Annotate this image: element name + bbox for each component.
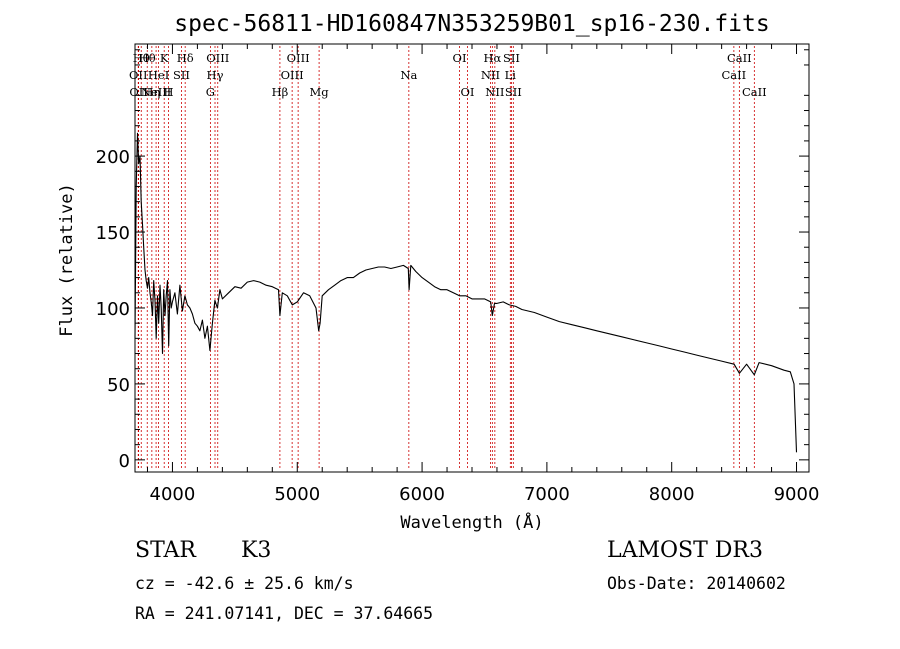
- chart-title: spec-56811-HD160847N353259B01_sp16-230.f…: [174, 11, 769, 37]
- x-tick-label-0: 4000: [150, 484, 196, 505]
- sky-coordinates: RA = 241.07141, DEC = 37.64665: [135, 604, 434, 623]
- line-label-3: Hθ: [139, 51, 156, 65]
- line-label-24: Li: [505, 68, 517, 82]
- line-label-15: OIII: [281, 68, 304, 82]
- line-label-28: CaII: [727, 51, 752, 65]
- x-axis-label: Wavelength (Å): [400, 511, 543, 533]
- line-label-2: Hθ: [133, 51, 150, 65]
- line-label-12: Hγ: [207, 68, 224, 82]
- spectrum-line: [134, 132, 798, 453]
- object-class: STAR: [135, 538, 196, 563]
- line-label-1: OII: [129, 85, 148, 99]
- x-tick-label-1: 5000: [274, 484, 320, 505]
- line-label-14: Hβ: [272, 85, 289, 99]
- line-label-21: NII: [481, 68, 500, 82]
- line-label-6: HeI: [148, 68, 169, 82]
- line-label-10: Hδ: [177, 51, 194, 65]
- line-label-5: NeIII: [141, 85, 172, 99]
- observation-date: Obs-Date: 20140602: [607, 574, 786, 593]
- y-tick-label-1: 50: [107, 375, 130, 396]
- y-axis: 050100150200250: [96, 49, 809, 472]
- line-label-8: H: [164, 85, 174, 99]
- plot-frame: [134, 43, 810, 473]
- x-tick-label-2: 6000: [399, 484, 445, 505]
- line-label-22: Hα: [483, 51, 501, 65]
- line-label-7: K: [160, 51, 169, 65]
- line-label-9: SII: [173, 68, 190, 82]
- x-tick-label-3: 7000: [524, 484, 570, 505]
- x-tick-label-4: 8000: [649, 484, 695, 505]
- y-tick-label-3: 150: [96, 223, 130, 244]
- line-label-25: SII: [503, 51, 520, 65]
- y-tick-label-0: 0: [119, 451, 130, 472]
- line-label-17: Mg: [310, 85, 330, 99]
- y-tick-label-4: 200: [96, 147, 130, 168]
- line-label-29: CaII: [742, 85, 767, 99]
- line-label-19: OI: [453, 51, 467, 65]
- emission-line-markers: [137, 46, 755, 470]
- x-tick-label-5: 9000: [774, 484, 820, 505]
- line-label-4: Hη: [143, 85, 160, 99]
- line-label-26: SII: [505, 85, 522, 99]
- line-label-16: OIII: [287, 51, 310, 65]
- line-label-18: Na: [400, 68, 417, 82]
- y-tick-label-2: 100: [96, 299, 130, 320]
- line-label-11: G: [206, 85, 215, 99]
- line-label-23: NII: [485, 85, 504, 99]
- x-axis: 4000 5000 6000 7000 8000 9000: [146, 44, 820, 505]
- y-axis-label: Flux (relative): [57, 183, 77, 337]
- line-label-20: OI: [461, 85, 475, 99]
- line-label-0: OII: [129, 68, 148, 82]
- object-subclass: K3: [241, 538, 272, 563]
- survey-name: LAMOST DR3: [607, 538, 763, 563]
- redshift-velocity: cz = -42.6 ± 25.6 km/s: [135, 574, 354, 593]
- line-label-13: OIII: [206, 51, 229, 65]
- line-label-27: CaII: [721, 68, 746, 82]
